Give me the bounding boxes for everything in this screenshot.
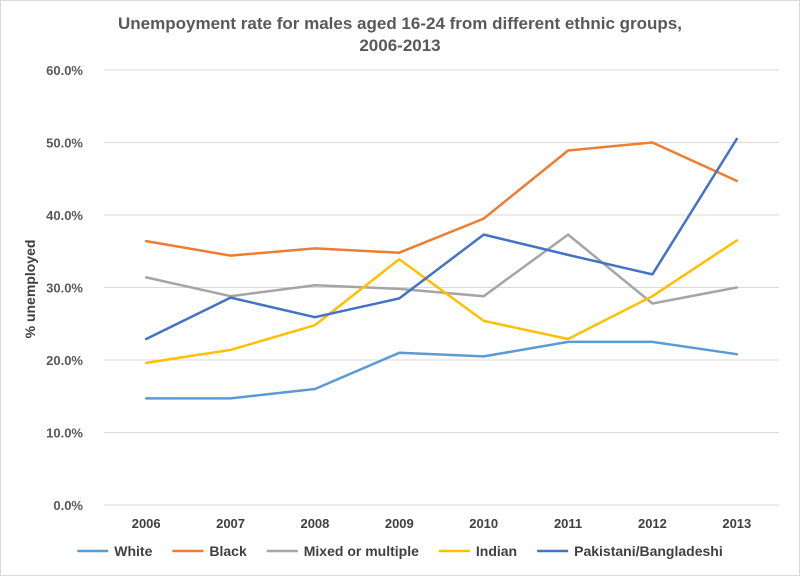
- legend-item-pakistani-bangladeshi: Pakistani/Bangladeshi: [537, 543, 723, 559]
- legend-item-mixed-or-multiple: Mixed or multiple: [266, 543, 419, 559]
- y-axis-ticks: 0.0% 10.0% 20.0% 30.0% 40.0% 50.0% 60.0%: [46, 63, 83, 513]
- chart-title-line-1: Unempoyment rate for males aged 16-24 fr…: [118, 14, 682, 33]
- series-line-indian: [144, 239, 739, 365]
- x-tick-label: 2009: [385, 516, 414, 531]
- x-tick-label: 2010: [469, 516, 498, 531]
- series-white: [144, 340, 739, 400]
- legend-label-mixed-or-multiple: Mixed or multiple: [304, 543, 419, 559]
- legend-label-white: White: [114, 543, 152, 559]
- series-black: [144, 141, 739, 257]
- series-indian: [144, 239, 739, 365]
- y-tick-label: 40.0%: [46, 208, 83, 223]
- y-axis-label: % unemployed: [22, 240, 38, 339]
- series-lines: [144, 137, 739, 400]
- y-tick-label: 60.0%: [46, 63, 83, 78]
- y-tick-label: 10.0%: [46, 426, 83, 441]
- y-tick-label: 50.0%: [46, 136, 83, 151]
- legend-label-pakistani-bangladeshi: Pakistani/Bangladeshi: [574, 543, 723, 559]
- x-tick-label: 2012: [638, 516, 667, 531]
- y-tick-label: 20.0%: [46, 353, 83, 368]
- series-line-mixed-or-multiple: [144, 233, 739, 305]
- chart-title: Unempoyment rate for males aged 16-24 fr…: [118, 14, 682, 55]
- x-tick-label: 2011: [554, 516, 582, 531]
- y-tick-label: 0.0%: [53, 498, 83, 513]
- gridlines: [104, 69, 779, 506]
- series-line-black: [144, 141, 739, 257]
- series-mixed-or-multiple: [144, 233, 739, 305]
- x-tick-label: 2013: [722, 516, 751, 531]
- legend: White Black Mixed or multiple Indian Pakista…: [77, 543, 723, 559]
- legend-item-indian: Indian: [438, 543, 517, 559]
- series-line-white: [144, 340, 739, 400]
- x-tick-label: 2008: [300, 516, 329, 531]
- series-pakistani-bangladeshi: [144, 137, 739, 341]
- x-tick-label: 2006: [132, 516, 161, 531]
- series-line-pakistani-bangladeshi: [144, 137, 739, 341]
- legend-item-black: Black: [172, 543, 247, 559]
- y-tick-label: 30.0%: [46, 281, 83, 296]
- legend-item-white: White: [77, 543, 153, 559]
- legend-label-black: Black: [209, 543, 247, 559]
- chart-title-line-2: 2006-2013: [359, 36, 440, 55]
- legend-label-indian: Indian: [476, 543, 517, 559]
- x-axis-ticks: 2006 2007 2008 2009 2010 2011 2012 2013: [132, 516, 752, 531]
- x-tick-label: 2007: [216, 516, 245, 531]
